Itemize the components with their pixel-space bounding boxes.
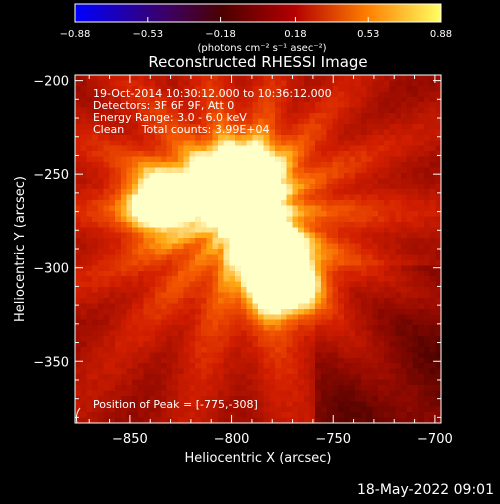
y-tick-label: −300 — [33, 262, 69, 277]
limb-arc — [75, 407, 81, 423]
colorbar-tick-label: −0.88 — [60, 29, 91, 40]
x-tick-label: −850 — [112, 432, 148, 447]
y-axis-ticks — [75, 80, 441, 418]
x-axis-label: Heliocentric X (arcsec) — [185, 451, 332, 466]
colorbar-tick-labels: −0.88 −0.53 −0.18 0.18 0.53 0.88 — [60, 29, 452, 40]
y-tick-label: −200 — [33, 75, 69, 90]
annotation-block: 19-Oct-2014 10:30:12.000 to 10:36:12.000… — [93, 87, 332, 411]
annotation-detectors: Detectors: 3F 6F 9F, Att 0 — [93, 99, 234, 112]
colorbar-tick-label: 0.53 — [357, 29, 379, 40]
annotation-clean-counts: Clean Total counts: 3.99E+04 — [93, 123, 270, 136]
colorbar-ticks — [74, 17, 442, 22]
colorbar-units-label: (photons cm⁻² s⁻¹ asec⁻²) — [197, 43, 326, 54]
annotation-energy-range: Energy Range: 3.0 - 6.0 keV — [93, 111, 247, 124]
x-tick-label: −750 — [315, 432, 351, 447]
colorbar-tick-label: −0.53 — [132, 29, 163, 40]
annotation-time-range: 19-Oct-2014 10:30:12.000 to 10:36:12.000 — [93, 87, 332, 100]
y-axis-tick-labels: −200 −250 −300 −350 — [33, 75, 69, 371]
y-axis-label: Heliocentric Y (arcsec) — [13, 176, 28, 322]
colorbar-tick-label: −0.18 — [205, 29, 236, 40]
footer-date: 18-May-2022 09:01 — [357, 482, 494, 498]
x-tick-label: −700 — [417, 432, 453, 447]
x-axis-ticks — [88, 75, 436, 423]
colorbar-tick-label: 0.18 — [284, 29, 306, 40]
y-tick-label: −250 — [33, 168, 69, 183]
chart-title: Reconstructed RHESSI Image — [148, 53, 367, 71]
colorbar — [74, 3, 442, 23]
colorbar-tick-label: 0.88 — [430, 29, 452, 40]
annotation-peak-position: Position of Peak = [-775,-308] — [93, 398, 258, 411]
x-axis-tick-labels: −850 −800 −750 −700 — [112, 432, 453, 447]
heatmap-image — [75, 75, 441, 423]
x-tick-label: −800 — [214, 432, 250, 447]
y-tick-label: −350 — [33, 355, 69, 370]
